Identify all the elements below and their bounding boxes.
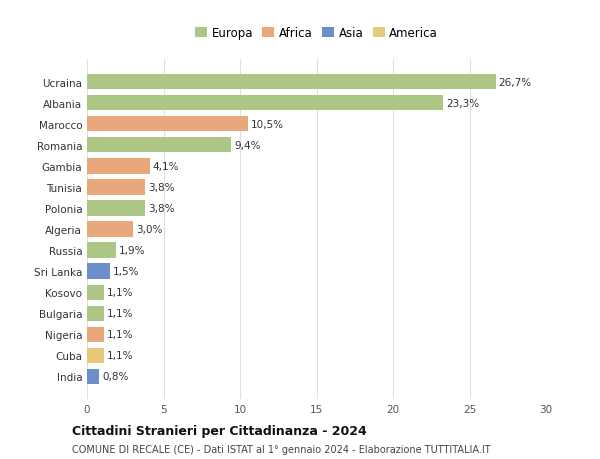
Text: 9,4%: 9,4% xyxy=(234,140,260,151)
Bar xyxy=(87,327,104,342)
Bar xyxy=(87,285,104,300)
Text: 3,0%: 3,0% xyxy=(136,224,163,235)
Text: 26,7%: 26,7% xyxy=(499,78,532,88)
Legend: Europa, Africa, Asia, America: Europa, Africa, Asia, America xyxy=(193,25,440,43)
Bar xyxy=(87,306,104,321)
Text: 1,1%: 1,1% xyxy=(107,330,133,339)
Text: COMUNE DI RECALE (CE) - Dati ISTAT al 1° gennaio 2024 - Elaborazione TUTTITALIA.: COMUNE DI RECALE (CE) - Dati ISTAT al 1°… xyxy=(72,444,491,454)
Text: Cittadini Stranieri per Cittadinanza - 2024: Cittadini Stranieri per Cittadinanza - 2… xyxy=(72,425,367,437)
Text: 0,8%: 0,8% xyxy=(102,371,128,381)
Text: 1,5%: 1,5% xyxy=(113,267,140,276)
Bar xyxy=(87,159,150,174)
Bar xyxy=(87,243,116,258)
Bar xyxy=(87,96,443,111)
Text: 1,9%: 1,9% xyxy=(119,246,146,256)
Text: 4,1%: 4,1% xyxy=(153,162,179,172)
Bar xyxy=(87,201,145,216)
Bar xyxy=(87,222,133,237)
Text: 3,8%: 3,8% xyxy=(148,203,175,213)
Bar xyxy=(87,348,104,363)
Bar xyxy=(87,117,248,132)
Text: 10,5%: 10,5% xyxy=(251,120,284,129)
Bar xyxy=(87,264,110,279)
Bar xyxy=(87,138,231,153)
Text: 3,8%: 3,8% xyxy=(148,183,175,192)
Text: 23,3%: 23,3% xyxy=(446,99,479,109)
Bar xyxy=(87,180,145,195)
Text: 1,1%: 1,1% xyxy=(107,308,133,319)
Bar xyxy=(87,75,496,90)
Text: 1,1%: 1,1% xyxy=(107,350,133,360)
Text: 1,1%: 1,1% xyxy=(107,287,133,297)
Bar xyxy=(87,369,99,384)
